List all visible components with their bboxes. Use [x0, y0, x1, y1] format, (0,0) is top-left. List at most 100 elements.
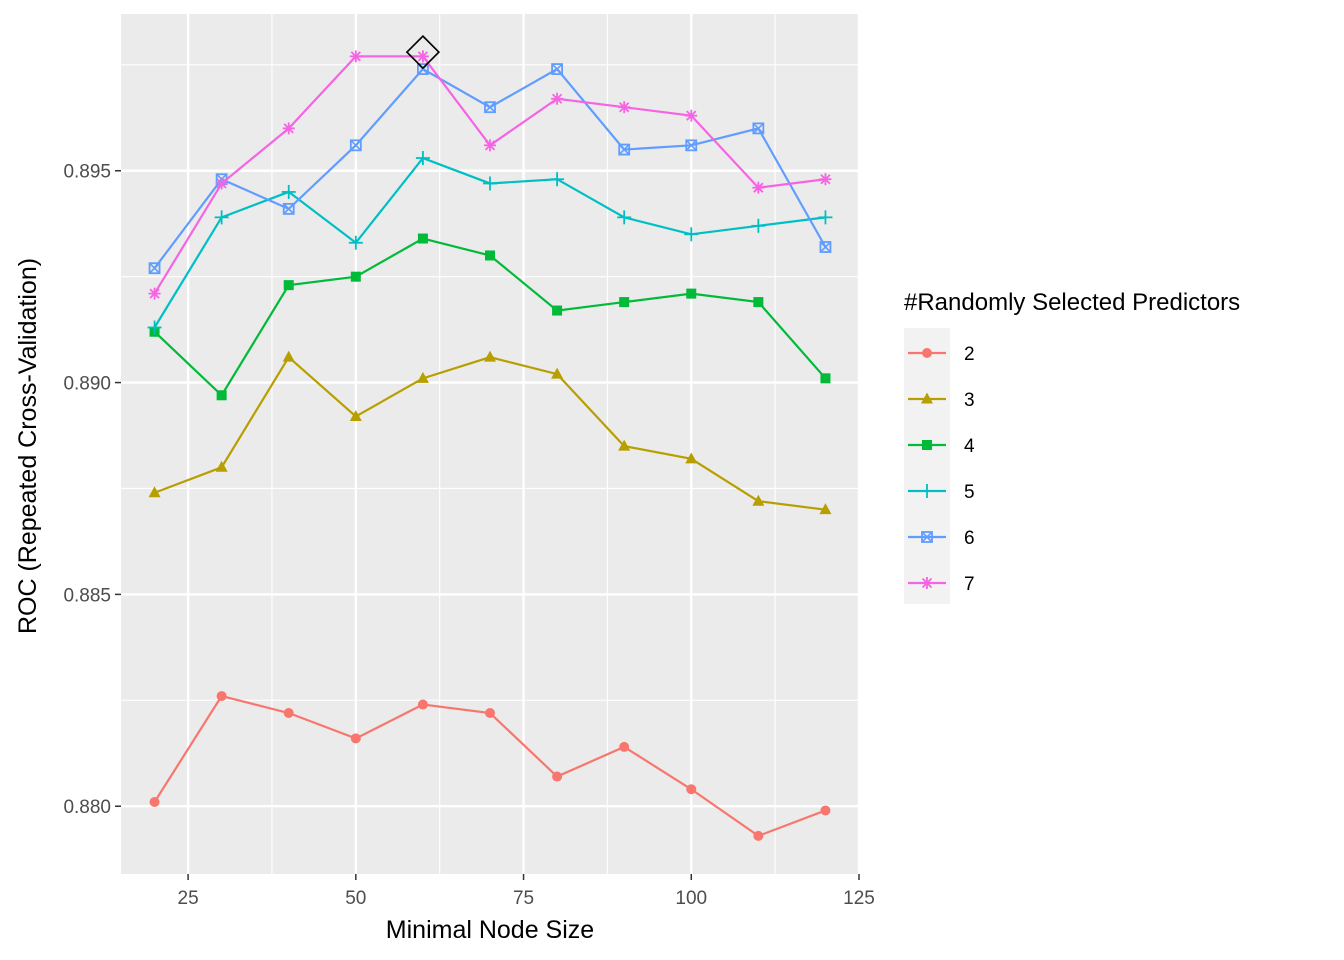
legend-item-6: 6: [908, 528, 975, 549]
data-point-7: [618, 101, 631, 114]
series-7: [148, 50, 832, 300]
data-point-7: [416, 50, 429, 63]
data-point-6: [618, 143, 631, 156]
data-point-2: [753, 830, 764, 841]
data-point-2: [686, 784, 697, 795]
data-point-5: [550, 172, 565, 187]
series-5: [147, 151, 833, 335]
legend-label: 5: [964, 482, 975, 503]
data-point-4: [283, 280, 294, 291]
series-2: [149, 691, 831, 841]
data-point-2: [552, 771, 563, 782]
major-gridlines: [121, 14, 861, 874]
series-3: [148, 350, 832, 515]
data-point-3: [349, 409, 362, 421]
data-point-7: [349, 50, 362, 63]
data-point-4: [619, 297, 630, 308]
legend: #Randomly Selected Predictors 2 3 4 5 6 7: [904, 289, 1240, 604]
data-point-2: [619, 741, 630, 752]
data-point-3: [752, 494, 765, 506]
data-point-5: [483, 176, 497, 191]
data-point-5: [348, 235, 363, 250]
data-point-7: [685, 109, 698, 122]
data-point-5: [415, 151, 430, 166]
data-point-5: [617, 210, 632, 225]
data-point-6: [685, 139, 698, 152]
legend-item-5: 5: [908, 482, 975, 503]
data-point-2: [485, 708, 495, 719]
legend-item-7: 7: [908, 574, 975, 595]
y-tick-label: 0.890: [63, 374, 111, 395]
data-point-3: [215, 460, 228, 472]
data-point-3: [819, 503, 832, 515]
data-point-7: [215, 177, 228, 190]
data-point-5: [147, 320, 162, 335]
data-point-7: [819, 173, 832, 186]
x-tick-label: 125: [843, 888, 875, 909]
data-point-3: [416, 371, 429, 383]
y-axis-title: ROC (Repeated Cross-Validation): [14, 258, 42, 634]
data-point-2: [417, 699, 428, 710]
best-point-marker: [405, 34, 441, 70]
data-point-7: [148, 287, 161, 300]
data-point-3: [282, 350, 295, 362]
data-point-4: [216, 390, 227, 401]
data-point-5: [751, 218, 766, 233]
data-point-2: [283, 708, 294, 719]
legend-key-marker: [921, 577, 933, 589]
data-point-3: [685, 452, 698, 464]
data-point-6: [819, 241, 832, 253]
x-axis: 25 50 75 100 125: [178, 874, 875, 909]
data-point-3: [148, 486, 161, 498]
data-point-3: [551, 367, 564, 379]
data-point-3: [618, 439, 631, 451]
data-point-4: [686, 288, 697, 299]
legend-label: 4: [964, 436, 975, 457]
x-axis-title: Minimal Node Size: [386, 916, 594, 944]
x-tick-label: 100: [675, 888, 707, 909]
data-point-6: [752, 122, 765, 135]
legend-key-background: [904, 328, 950, 604]
data-point-4: [820, 373, 831, 384]
y-tick-label: 0.880: [63, 797, 111, 818]
data-point-6: [349, 139, 362, 152]
data-point-6: [282, 202, 295, 215]
x-tick-label: 25: [178, 888, 199, 909]
data-point-5: [214, 210, 229, 225]
data-point-5: [818, 210, 833, 225]
legend-label: 3: [964, 390, 975, 411]
data-point-4: [417, 233, 428, 244]
data-point-6: [484, 101, 496, 114]
data-point-6: [551, 63, 563, 75]
legend-label: 6: [964, 528, 975, 549]
data-point-4: [753, 297, 764, 308]
legend-key-marker: [921, 531, 933, 543]
legend-key-marker: [922, 440, 932, 450]
legend-items: 2 3 4 5 6 7: [908, 344, 975, 595]
data-point-2: [820, 805, 831, 816]
panel-background: [121, 14, 859, 874]
legend-label: 2: [964, 344, 975, 365]
series-4: [149, 233, 831, 401]
data-point-2: [350, 733, 361, 744]
data-point-2: [149, 796, 160, 807]
y-tick-label: 0.895: [63, 162, 111, 183]
legend-title: #Randomly Selected Predictors: [904, 289, 1240, 316]
y-tick-label: 0.885: [63, 585, 111, 606]
legend-item-4: 4: [908, 436, 975, 457]
data-point-7: [484, 139, 496, 152]
data-point-5: [281, 184, 296, 199]
data-point-7: [282, 122, 295, 135]
legend-key-marker: [920, 484, 934, 498]
legend-item-3: 3: [908, 390, 975, 411]
legend-label: 7: [964, 574, 975, 595]
legend-key-marker: [922, 348, 932, 358]
data-point-5: [684, 227, 699, 242]
x-tick-label: 75: [513, 888, 534, 909]
data-point-4: [552, 305, 563, 316]
legend-key-marker: [921, 392, 933, 404]
data-point-2: [216, 691, 227, 702]
data-point-6: [148, 262, 161, 275]
data-point-3: [484, 350, 496, 362]
